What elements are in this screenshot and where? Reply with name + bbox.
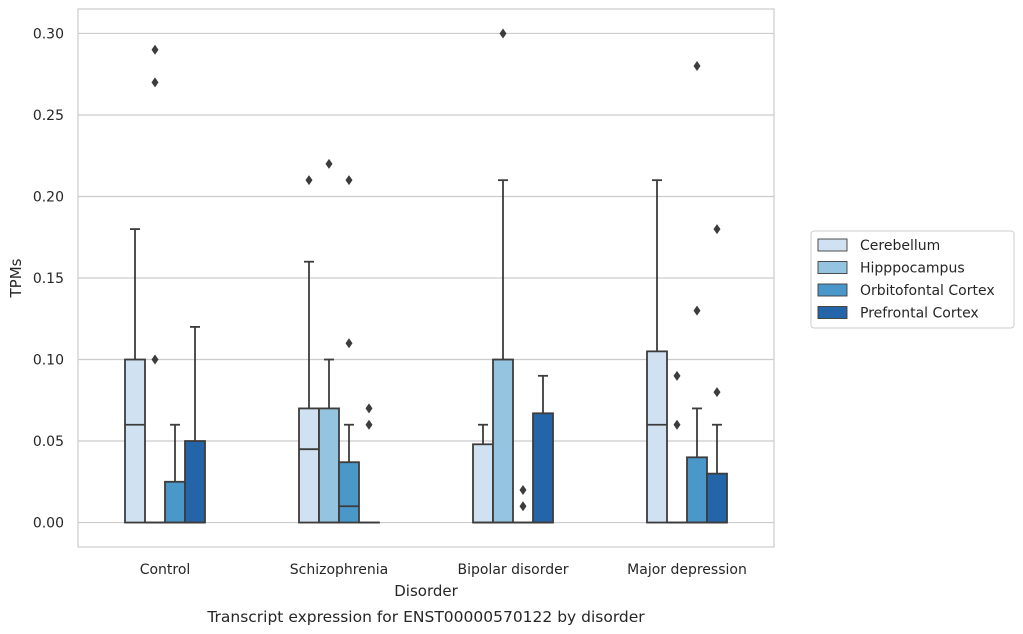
box xyxy=(492,358,514,524)
y-tick-label: 0.10 xyxy=(33,353,64,369)
box xyxy=(124,358,146,524)
outlier-point xyxy=(345,175,353,186)
legend-items: Cerebellum Hipppocampus Orbitofontal Corte… xyxy=(817,238,995,322)
box xyxy=(646,350,668,524)
outlier-point xyxy=(519,501,527,512)
outlier-point xyxy=(693,61,701,72)
legend-swatch xyxy=(817,238,848,252)
legend-label: Prefrontal Cortex xyxy=(860,306,979,322)
outlier-point xyxy=(673,370,681,381)
y-tick-label: 0.05 xyxy=(33,434,64,450)
box xyxy=(338,461,360,524)
chart-caption: Transcript expression for ENST0000057012… xyxy=(206,608,645,626)
outlier-point xyxy=(325,158,333,169)
series-group xyxy=(124,175,668,524)
outlier-point xyxy=(305,175,313,186)
outlier-point xyxy=(713,224,721,235)
y-tick-labels: 0.00 0.05 0.10 0.15 0.20 0.25 0.30 xyxy=(33,26,64,531)
legend-swatch xyxy=(817,261,848,274)
y-tick-label: 0.30 xyxy=(33,26,64,42)
legend-label: Orbitofontal Cortex xyxy=(860,283,995,299)
x-tick-labels: Control Schizophrenia Bipolar disorder Majo… xyxy=(140,562,747,578)
plot-frame xyxy=(77,8,775,548)
y-tick-label: 0.25 xyxy=(33,108,64,124)
box xyxy=(472,443,494,524)
x-tick-label: Schizophrenia xyxy=(290,562,388,578)
box xyxy=(318,407,340,524)
box xyxy=(706,472,728,524)
outlier-point xyxy=(345,338,353,349)
box xyxy=(184,440,206,524)
x-tick-label: Major depression xyxy=(627,562,747,578)
legend-frame xyxy=(810,230,1015,329)
y-axis-label: TPMs xyxy=(7,258,25,298)
series-group xyxy=(164,61,708,524)
y-tick-label: 0.15 xyxy=(33,271,64,287)
outlier-point xyxy=(713,387,721,398)
outlier-point xyxy=(519,484,527,495)
box xyxy=(532,412,554,524)
outlier-point xyxy=(499,28,507,39)
legend-label: Hipppocampus xyxy=(860,261,965,277)
legend-swatch xyxy=(817,306,848,319)
outlier-point xyxy=(151,354,159,365)
legend-swatch xyxy=(817,283,848,297)
box xyxy=(298,407,320,524)
box-series-layer xyxy=(124,28,728,524)
x-axis-label: Disorder xyxy=(394,582,458,600)
legend-label: Cerebellum xyxy=(860,238,940,254)
y-tick-label: 0.20 xyxy=(33,189,64,205)
outlier-point xyxy=(151,77,159,88)
box xyxy=(686,456,708,524)
outlier-point xyxy=(365,403,373,414)
x-tick-label: Bipolar disorder xyxy=(457,562,568,578)
outlier-point xyxy=(693,305,701,316)
box xyxy=(164,480,186,524)
outlier-point xyxy=(365,419,373,430)
x-tick-label: Control xyxy=(140,562,191,578)
series-group xyxy=(144,28,688,524)
legend: Cerebellum Hipppocampus Orbitofontal Corte… xyxy=(810,230,1015,329)
outlier-point xyxy=(151,44,159,55)
y-tick-label: 0.00 xyxy=(33,516,64,532)
series-group xyxy=(184,224,728,524)
outlier-point xyxy=(673,419,681,430)
